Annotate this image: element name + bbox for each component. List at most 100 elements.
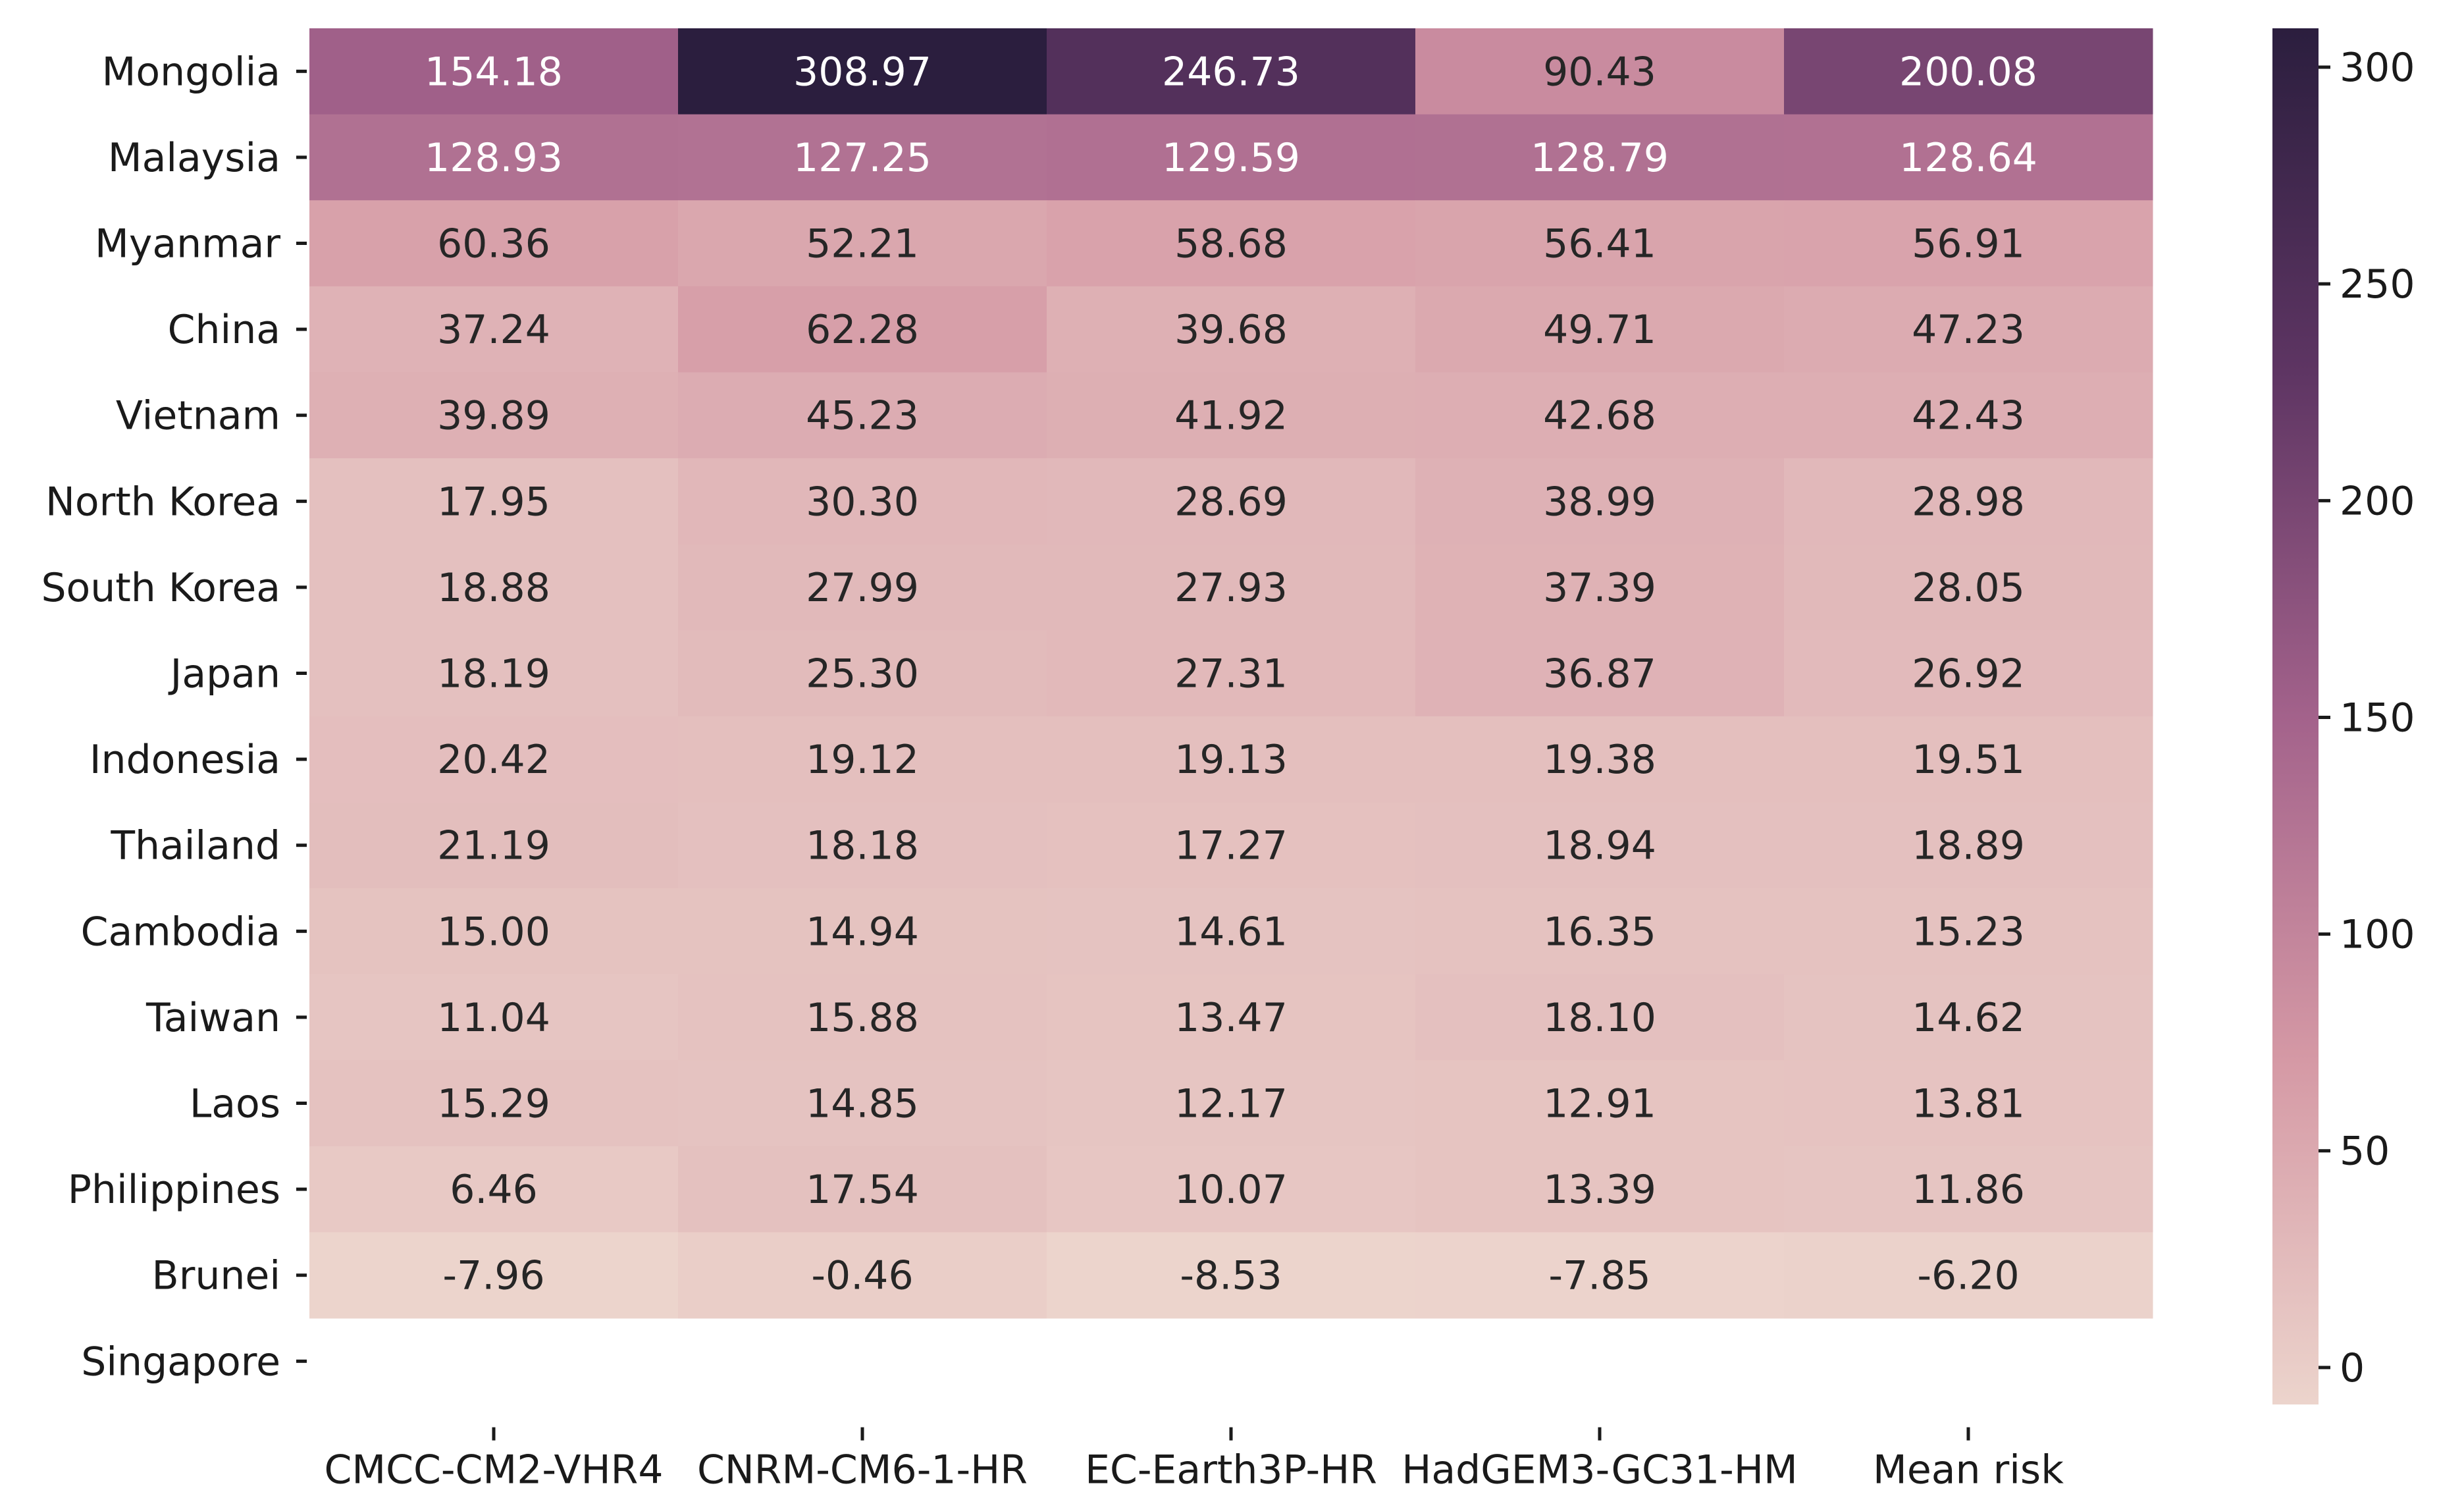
cell-malaysia-hadgem3-gc31-hm (1415, 114, 1785, 201)
colorbar-tick-label-150: 150 (2340, 695, 2415, 741)
cell-philippines-cmcc-cm2-vhr4 (309, 1146, 679, 1233)
column-label-hadgem3-gc31-hm: HadGEM3-GC31-HM (1402, 1447, 1797, 1493)
cell-label-vietnam-cnrm-cm6-1-hr: 45.23 (806, 393, 919, 439)
cell-label-malaysia-cmcc-cm2-vhr4: 128.93 (425, 135, 563, 181)
cell-label-philippines-cmcc-cm2-vhr4: 6.46 (450, 1167, 538, 1213)
colorbar-tick-label-100: 100 (2340, 912, 2415, 958)
row-label-south-korea: South Korea (41, 565, 280, 611)
cell-label-north-korea-ec-earth3p-hr: 28.69 (1174, 479, 1288, 525)
cell-label-malaysia-cnrm-cm6-1-hr: 127.25 (793, 135, 931, 181)
cell-label-cambodia-ec-earth3p-hr: 14.61 (1174, 909, 1288, 955)
cell-south-korea-hadgem3-gc31-hm (1415, 544, 1785, 631)
cell-vietnam-ec-earth3p-hr (1047, 372, 1416, 459)
cell-label-japan-cmcc-cm2-vhr4: 18.19 (437, 651, 550, 697)
cell-label-philippines-ec-earth3p-hr: 10.07 (1174, 1167, 1288, 1213)
cell-philippines-cnrm-cm6-1-hr (678, 1146, 1047, 1233)
cell-label-thailand-cnrm-cm6-1-hr: 18.18 (806, 823, 919, 869)
cell-thailand-cmcc-cm2-vhr4 (309, 802, 679, 889)
cell-taiwan-mean-risk (1784, 974, 2153, 1061)
row-label-china: China (168, 307, 280, 353)
cell-china-mean-risk (1784, 286, 2153, 373)
cell-label-taiwan-ec-earth3p-hr: 13.47 (1174, 995, 1288, 1041)
cell-indonesia-cnrm-cm6-1-hr (678, 716, 1047, 803)
cell-label-north-korea-hadgem3-gc31-hm: 38.99 (1543, 479, 1656, 525)
cell-label-mongolia-ec-earth3p-hr: 246.73 (1162, 49, 1300, 95)
cell-label-myanmar-ec-earth3p-hr: 58.68 (1174, 221, 1288, 267)
cell-label-china-cnrm-cm6-1-hr: 62.28 (806, 307, 919, 353)
cell-myanmar-cmcc-cm2-vhr4 (309, 200, 679, 287)
cell-thailand-cnrm-cm6-1-hr (678, 802, 1047, 889)
column-label-cmcc-cm2-vhr4: CMCC-CM2-VHR4 (324, 1447, 663, 1493)
cell-label-indonesia-cnrm-cm6-1-hr: 19.12 (806, 737, 919, 783)
row-label-thailand: Thailand (110, 823, 280, 869)
cell-north-korea-mean-risk (1784, 458, 2153, 545)
colorbar: 0 50 100 150 200 250 300 (2272, 28, 2415, 1404)
cell-vietnam-hadgem3-gc31-hm (1415, 372, 1785, 459)
cell-label-indonesia-ec-earth3p-hr: 19.13 (1174, 737, 1288, 783)
cell-north-korea-cnrm-cm6-1-hr (678, 458, 1047, 545)
cell-label-thailand-ec-earth3p-hr: 17.27 (1174, 823, 1288, 869)
cell-malaysia-cmcc-cm2-vhr4 (309, 114, 679, 201)
cell-label-malaysia-hadgem3-gc31-hm: 128.79 (1531, 135, 1669, 181)
cell-label-indonesia-mean-risk: 19.51 (1912, 737, 2025, 783)
cell-south-korea-mean-risk (1784, 544, 2153, 631)
cell-japan-ec-earth3p-hr (1047, 630, 1416, 717)
cell-japan-hadgem3-gc31-hm (1415, 630, 1785, 717)
cell-mongolia-mean-risk (1784, 28, 2153, 115)
cell-japan-mean-risk (1784, 630, 2153, 717)
cell-indonesia-hadgem3-gc31-hm (1415, 716, 1785, 803)
cell-north-korea-cmcc-cm2-vhr4 (309, 458, 679, 545)
row-label-japan: Japan (168, 651, 280, 697)
cell-label-brunei-mean-risk: -6.20 (1917, 1253, 2019, 1299)
cell-label-philippines-hadgem3-gc31-hm: 13.39 (1543, 1167, 1656, 1213)
cell-label-vietnam-cmcc-cm2-vhr4: 39.89 (437, 393, 550, 439)
cell-label-myanmar-cnrm-cm6-1-hr: 52.21 (806, 221, 919, 267)
cell-indonesia-ec-earth3p-hr (1047, 716, 1416, 803)
cell-cambodia-cnrm-cm6-1-hr (678, 888, 1047, 975)
cell-label-thailand-hadgem3-gc31-hm: 18.94 (1543, 823, 1656, 869)
row-label-taiwan: Taiwan (145, 995, 280, 1041)
cell-indonesia-cmcc-cm2-vhr4 (309, 716, 679, 803)
cell-label-north-korea-cmcc-cm2-vhr4: 17.95 (437, 479, 550, 525)
cell-myanmar-cnrm-cm6-1-hr (678, 200, 1047, 287)
cell-taiwan-cnrm-cm6-1-hr (678, 974, 1047, 1061)
cell-taiwan-ec-earth3p-hr (1047, 974, 1416, 1061)
cell-label-thailand-cmcc-cm2-vhr4: 21.19 (437, 823, 550, 869)
cell-cambodia-mean-risk (1784, 888, 2153, 975)
column-label-mean-risk: Mean risk (1873, 1447, 2064, 1493)
cell-china-cmcc-cm2-vhr4 (309, 286, 679, 373)
cell-malaysia-mean-risk (1784, 114, 2153, 201)
cell-brunei-cmcc-cm2-vhr4 (309, 1232, 679, 1319)
heatmap-cells (309, 28, 2153, 1319)
cell-label-south-korea-cnrm-cm6-1-hr: 27.99 (806, 565, 919, 611)
cell-label-vietnam-ec-earth3p-hr: 41.92 (1174, 393, 1288, 439)
cell-label-laos-cmcc-cm2-vhr4: 15.29 (437, 1081, 550, 1127)
cell-label-mongolia-hadgem3-gc31-hm: 90.43 (1543, 49, 1656, 95)
cell-label-myanmar-hadgem3-gc31-hm: 56.41 (1543, 221, 1656, 267)
cell-label-cambodia-hadgem3-gc31-hm: 16.35 (1543, 909, 1656, 955)
row-label-vietnam: Vietnam (116, 393, 280, 439)
cell-south-korea-cnrm-cm6-1-hr (678, 544, 1047, 631)
cell-label-china-cmcc-cm2-vhr4: 37.24 (437, 307, 550, 353)
cell-vietnam-cnrm-cm6-1-hr (678, 372, 1047, 459)
cell-brunei-mean-risk (1784, 1232, 2153, 1319)
cell-indonesia-mean-risk (1784, 716, 2153, 803)
cell-malaysia-ec-earth3p-hr (1047, 114, 1416, 201)
cell-china-ec-earth3p-hr (1047, 286, 1416, 373)
cell-cambodia-hadgem3-gc31-hm (1415, 888, 1785, 975)
cell-label-malaysia-ec-earth3p-hr: 129.59 (1162, 135, 1300, 181)
cell-label-cambodia-mean-risk: 15.23 (1912, 909, 2025, 955)
cell-brunei-ec-earth3p-hr (1047, 1232, 1416, 1319)
cell-taiwan-cmcc-cm2-vhr4 (309, 974, 679, 1061)
cell-label-laos-cnrm-cm6-1-hr: 14.85 (806, 1081, 919, 1127)
cell-north-korea-hadgem3-gc31-hm (1415, 458, 1785, 545)
cell-label-japan-mean-risk: 26.92 (1912, 651, 2025, 697)
colorbar-tick-label-0: 0 (2340, 1345, 2365, 1391)
cell-myanmar-hadgem3-gc31-hm (1415, 200, 1785, 287)
cell-label-south-korea-ec-earth3p-hr: 27.93 (1174, 565, 1288, 611)
cell-north-korea-ec-earth3p-hr (1047, 458, 1416, 545)
cell-label-indonesia-cmcc-cm2-vhr4: 20.42 (437, 737, 550, 783)
row-labels: Mongolia Malaysia Myanmar China Vietnam North… (41, 49, 307, 1385)
cell-label-myanmar-mean-risk: 56.91 (1912, 221, 2025, 267)
